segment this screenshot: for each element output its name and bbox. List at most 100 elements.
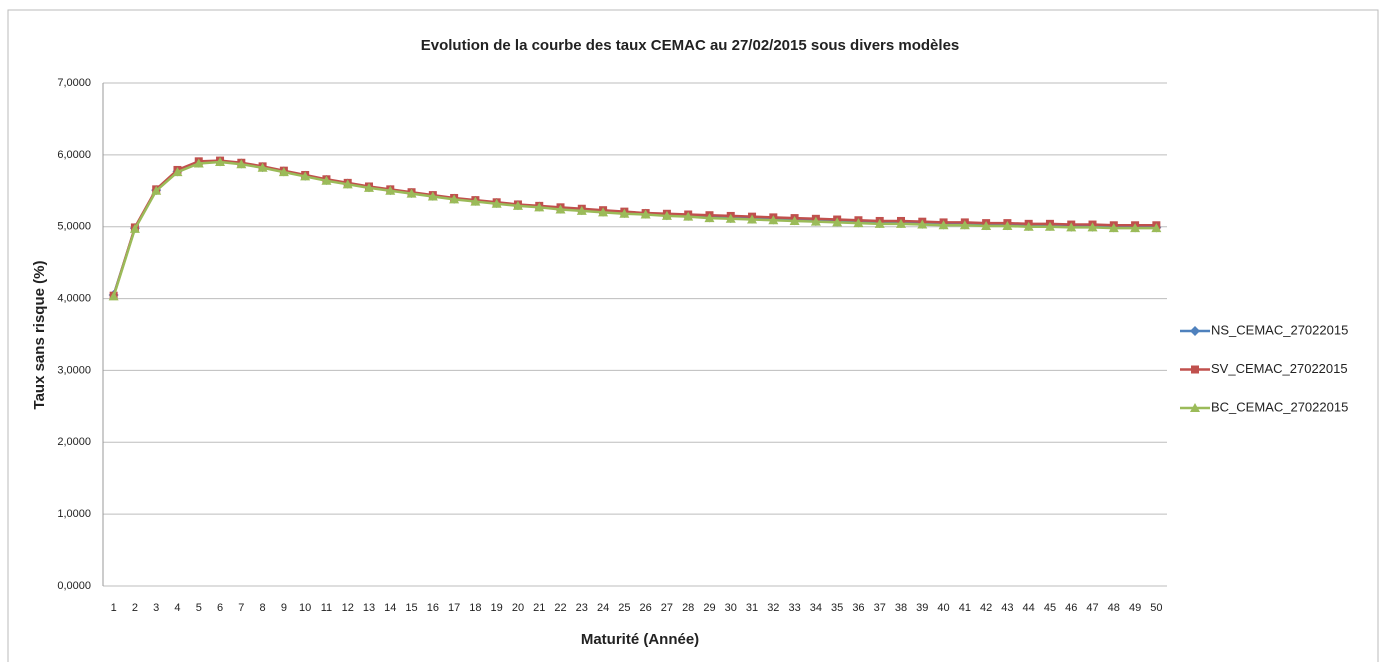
x-tick-label: 41	[959, 602, 971, 614]
data-point	[406, 188, 417, 198]
data-point	[236, 159, 247, 169]
x-tick-label: 33	[788, 602, 800, 614]
x-tick-label: 14	[384, 602, 396, 614]
x-tick-label: 10	[299, 602, 311, 614]
chart-frame	[7, 9, 1379, 662]
data-point	[172, 167, 183, 177]
y-tick-label: 2,0000	[57, 436, 91, 448]
data-point	[1023, 221, 1034, 231]
x-axis-title: Maturité (Année)	[581, 631, 699, 648]
x-tick-label: 21	[533, 602, 545, 614]
x-tick-label: 6	[217, 602, 223, 614]
data-point	[1130, 223, 1141, 233]
x-tick-label: 19	[491, 602, 503, 614]
data-point	[534, 202, 545, 212]
data-point	[470, 196, 481, 206]
data-point	[896, 218, 906, 228]
data-point	[385, 185, 396, 195]
y-tick-label: 0,0000	[57, 580, 91, 592]
data-point	[789, 215, 800, 225]
y-tick-label: 4,0000	[57, 292, 91, 304]
data-point	[300, 171, 311, 181]
x-tick-label: 24	[597, 602, 609, 614]
data-point	[576, 205, 587, 215]
data-point	[364, 182, 374, 192]
data-point	[598, 207, 609, 217]
data-point	[1087, 222, 1098, 232]
data-point	[278, 167, 289, 177]
x-tick-label: 31	[746, 602, 758, 614]
data-point	[832, 217, 843, 227]
data-point	[342, 179, 353, 189]
x-tick-label: 11	[321, 602, 332, 614]
y-tick-label: 7,0000	[57, 77, 91, 89]
x-tick-label: 15	[405, 602, 417, 614]
data-point	[215, 157, 226, 167]
data-point	[981, 220, 992, 230]
x-tick-label: 40	[937, 602, 949, 614]
x-tick-label: 23	[576, 602, 588, 614]
data-point	[619, 208, 630, 218]
x-tick-label: 36	[852, 602, 864, 614]
x-tick-label: 35	[831, 602, 843, 614]
x-tick-label: 43	[1001, 602, 1013, 614]
x-tick-label: 5	[196, 602, 202, 614]
x-tick-label: 13	[363, 602, 375, 614]
x-tick-label: 38	[895, 602, 907, 614]
data-point	[449, 194, 460, 204]
x-tick-label: 16	[427, 602, 439, 614]
x-tick-label: 8	[260, 602, 266, 614]
x-tick-label: 4	[174, 602, 180, 614]
x-tick-label: 50	[1150, 602, 1162, 614]
data-point	[704, 213, 715, 223]
legend-marker	[1190, 326, 1200, 336]
data-point	[491, 198, 502, 208]
x-tick-label: 25	[618, 602, 630, 614]
data-point	[1151, 223, 1162, 233]
data-point	[321, 175, 332, 185]
x-tick-label: 18	[469, 602, 481, 614]
legend-label: BC_CEMAC_27022015	[1211, 399, 1348, 414]
series-line	[112, 160, 1157, 297]
x-tick-label: 34	[810, 602, 822, 614]
data-point	[512, 200, 523, 210]
legend-label: SV_CEMAC_27022015	[1211, 361, 1348, 376]
data-point	[661, 210, 672, 220]
data-point	[427, 191, 438, 201]
x-tick-label: 22	[554, 602, 566, 614]
y-tick-label: 1,0000	[57, 508, 91, 520]
data-point	[257, 162, 268, 172]
x-tick-label: 48	[1108, 602, 1120, 614]
chart-title: Evolution de la courbe des taux CEMAC au…	[421, 37, 960, 54]
y-tick-label: 6,0000	[57, 149, 91, 161]
y-tick-label: 3,0000	[57, 364, 91, 376]
x-tick-label: 46	[1065, 602, 1077, 614]
data-point	[555, 204, 566, 214]
x-tick-label: 37	[874, 602, 886, 614]
x-tick-label: 2	[132, 602, 138, 614]
data-point	[747, 214, 758, 224]
legend-label: NS_CEMAC_27022015	[1211, 322, 1348, 337]
x-tick-label: 30	[725, 602, 737, 614]
data-point	[1002, 220, 1013, 230]
x-tick-label: 28	[682, 602, 694, 614]
data-point	[640, 209, 651, 219]
x-tick-label: 29	[703, 602, 715, 614]
data-point	[959, 220, 970, 230]
x-tick-label: 7	[238, 602, 244, 614]
x-tick-label: 3	[153, 602, 159, 614]
y-axis-title: Taux sans risque (%)	[31, 261, 48, 410]
data-point	[874, 218, 885, 228]
x-tick-label: 9	[281, 602, 287, 614]
data-point	[810, 216, 821, 226]
data-point	[768, 215, 779, 225]
legend-marker	[1190, 403, 1200, 412]
data-point	[938, 220, 949, 230]
data-point	[129, 223, 140, 233]
data-point	[108, 291, 119, 301]
x-tick-label: 47	[1086, 602, 1098, 614]
x-tick-label: 42	[980, 602, 992, 614]
x-tick-label: 44	[1023, 602, 1035, 614]
y-tick-label: 5,0000	[57, 221, 91, 233]
